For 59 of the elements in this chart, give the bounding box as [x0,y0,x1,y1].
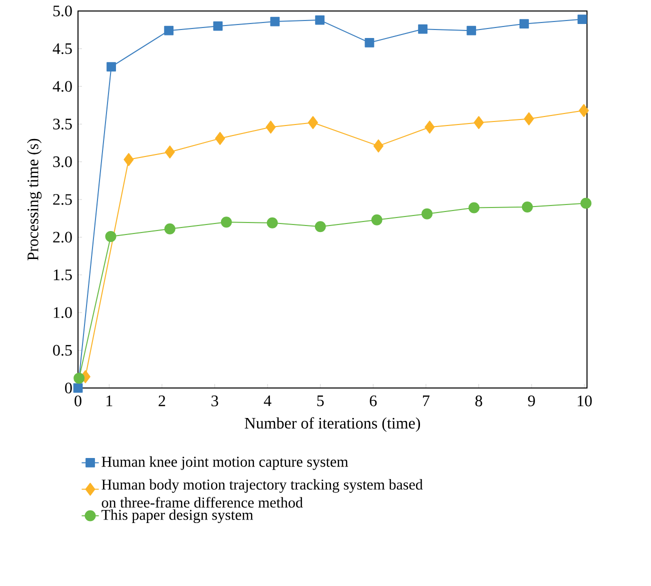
x-tick-label: 4 [264,396,272,406]
x-tick-label: 7 [423,396,430,406]
y-tick-label: 5.0 [53,6,72,16]
point [74,372,85,384]
y-axis-title: Processing time (s) [27,138,42,260]
legend-label: Human knee joint motion capture system [102,456,348,470]
point [578,14,587,24]
y-tick-label: 1.0 [54,307,72,318]
point [373,139,384,152]
point [315,15,325,25]
point [474,116,484,130]
x-tick-label: 0 [74,396,82,406]
point [418,24,428,34]
point [213,21,223,31]
y-tick-label: 0.5 [53,344,72,356]
point [466,26,476,36]
point [266,217,278,228]
y-tick-label: 4.0 [52,80,72,92]
point [424,120,435,134]
point [266,120,276,134]
x-tick-label: 8 [475,396,482,406]
point [220,216,232,228]
point [364,38,374,48]
y-tick-label: 3.0 [53,156,72,168]
legend-label: This paper design system [102,509,254,524]
point [524,112,534,126]
x-tick-label: 6 [370,396,377,406]
x-tick-label: 9 [528,396,535,406]
y-tick-label: 3.5 [53,118,72,130]
point [468,202,480,214]
x-axis-title: Number of iterations (time) [244,417,420,432]
y-tick-label: 2.5 [53,194,72,205]
point [578,104,589,118]
point [164,223,176,234]
point [314,221,326,232]
point [270,16,280,26]
point [215,132,226,145]
y-tick-label: 2.0 [53,232,72,243]
y-tick-label: 4.5 [52,43,72,54]
point [124,153,134,166]
point [106,62,116,72]
point [519,19,529,29]
point [73,383,83,393]
x-tick-label: 3 [212,396,218,406]
point [580,198,592,209]
x-tick-label: 5 [317,396,324,406]
point [522,202,533,213]
x-tick-label: 2 [158,396,166,406]
point [164,145,175,158]
point [164,26,174,36]
point [308,116,318,130]
y-tick-label: 0 [65,382,72,394]
point [371,214,382,226]
point [422,208,433,220]
point [105,230,116,242]
x-tick-label: 1 [106,396,112,406]
y-tick-label: 1.5 [54,270,72,280]
legend-label: Human body motion trajectory tracking system based on three-frame difference method [102,479,423,508]
x-tick-label: 10 [578,396,592,406]
